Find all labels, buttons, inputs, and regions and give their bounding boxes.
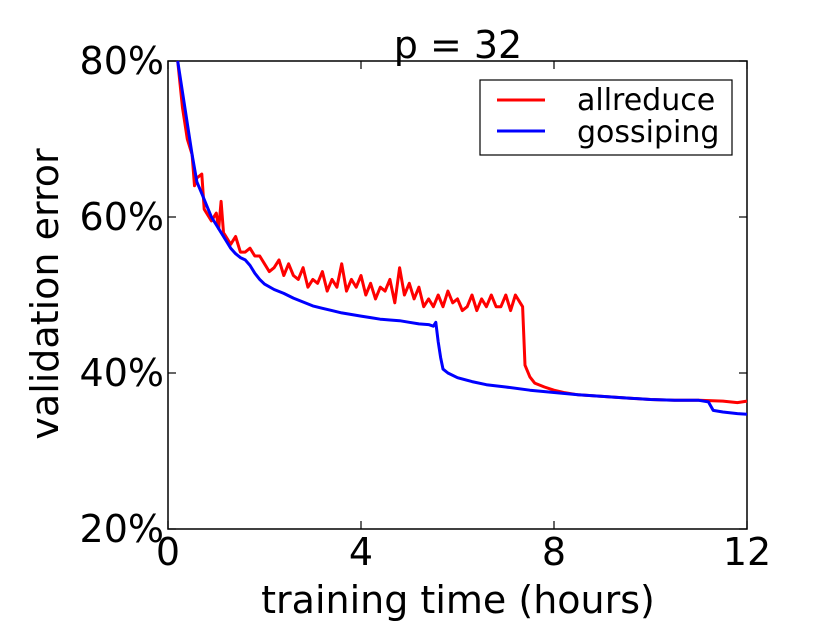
legend: allreduce gossiping [479,79,733,156]
y-tick-label: 80% [80,39,164,83]
tick-layer: 0 4 8 12 20% 40% 60% 80% [80,39,772,574]
x-tick-label: 8 [542,530,566,574]
legend-label-gossiping: gossiping [577,115,719,150]
x-tick-label: 4 [349,530,373,574]
series-layer [176,60,748,416]
y-tick-label: 40% [80,351,164,395]
plot-frame [167,60,748,530]
series-line-gossiping [176,60,748,416]
x-tick-label: 12 [723,530,771,574]
legend-box [479,79,733,156]
series-line-allreduce [176,60,748,405]
y-tick-label: 20% [80,507,164,551]
legend-label-allreduce: allreduce [577,83,715,118]
x-axis-label: training time (hours) [261,578,655,622]
y-tick-label: 60% [80,195,164,239]
chart-title: p = 32 [394,23,522,67]
x-tick-label: 0 [156,530,180,574]
y-axis-label: validation error [23,148,67,440]
